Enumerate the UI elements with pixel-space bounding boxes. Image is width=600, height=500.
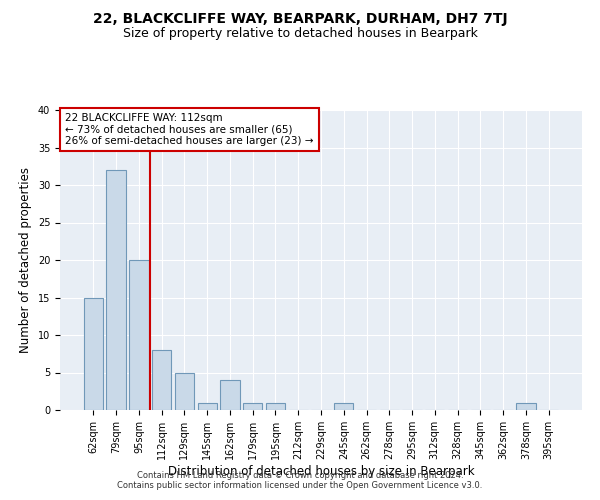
Bar: [516, 402, 536, 410]
Bar: [220, 380, 239, 410]
Text: 22, BLACKCLIFFE WAY, BEARPARK, DURHAM, DH7 7TJ: 22, BLACKCLIFFE WAY, BEARPARK, DURHAM, D…: [92, 12, 508, 26]
Y-axis label: Number of detached properties: Number of detached properties: [19, 167, 32, 353]
Text: Size of property relative to detached houses in Bearpark: Size of property relative to detached ho…: [122, 28, 478, 40]
Bar: [197, 402, 217, 410]
Text: Contains HM Land Registry data © Crown copyright and database right 2024.
Contai: Contains HM Land Registry data © Crown c…: [118, 470, 482, 490]
Bar: [175, 372, 194, 410]
Text: 22 BLACKCLIFFE WAY: 112sqm
← 73% of detached houses are smaller (65)
26% of semi: 22 BLACKCLIFFE WAY: 112sqm ← 73% of deta…: [65, 113, 314, 146]
Bar: [106, 170, 126, 410]
Bar: [243, 402, 262, 410]
X-axis label: Distribution of detached houses by size in Bearpark: Distribution of detached houses by size …: [167, 464, 475, 477]
Bar: [129, 260, 149, 410]
Bar: [152, 350, 172, 410]
Bar: [266, 402, 285, 410]
Bar: [334, 402, 353, 410]
Bar: [84, 298, 103, 410]
